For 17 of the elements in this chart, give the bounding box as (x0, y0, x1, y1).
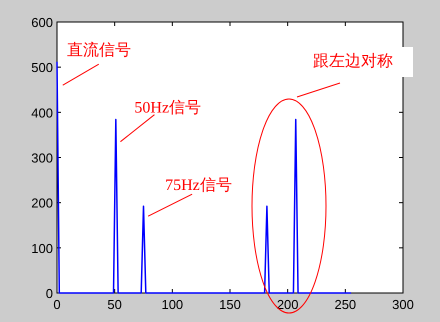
y-tick-label: 100 (31, 240, 53, 256)
annotation: 跟左边对称 (313, 53, 393, 70)
y-tick-label: 0 (46, 286, 53, 301)
y-tick-label: 200 (31, 196, 53, 211)
annotation: 50Hz信号 (134, 100, 202, 117)
annotation: 75Hz信号 (165, 177, 232, 194)
x-tick-label: 200 (276, 297, 299, 312)
y-tick-label: 500 (31, 60, 53, 76)
y-tick-label: 400 (31, 105, 53, 120)
x-tick-label: 250 (334, 297, 356, 312)
x-tick-label: 300 (392, 297, 414, 312)
x-tick-label: 150 (219, 297, 241, 312)
x-tick-label: 50 (107, 297, 122, 312)
y-tick-label: 300 (31, 150, 53, 166)
y-tick-label: 600 (31, 15, 53, 30)
annotation: 直流信号 (66, 42, 131, 60)
x-tick-label: 100 (161, 297, 184, 312)
